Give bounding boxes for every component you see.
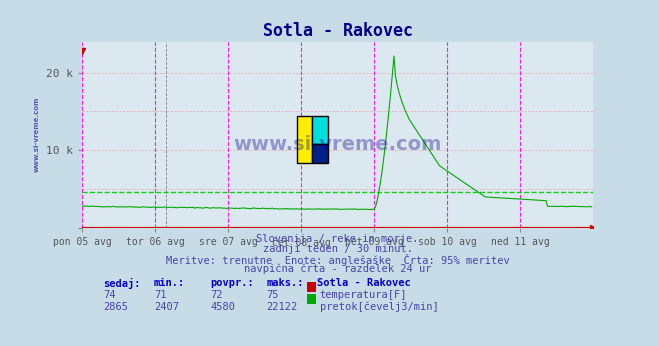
Text: 75: 75 (266, 290, 279, 300)
Text: temperatura[F]: temperatura[F] (320, 290, 407, 300)
Bar (307, 293, 316, 304)
Text: povpr.:: povpr.: (210, 277, 254, 288)
Text: 71: 71 (154, 290, 166, 300)
Text: 2865: 2865 (103, 302, 128, 311)
FancyBboxPatch shape (312, 116, 328, 144)
Text: pretok[čevelj3/min]: pretok[čevelj3/min] (320, 302, 439, 312)
Text: 74: 74 (103, 290, 115, 300)
Text: 4580: 4580 (210, 302, 235, 311)
FancyBboxPatch shape (312, 144, 328, 163)
Text: maks.:: maks.: (266, 277, 304, 288)
FancyBboxPatch shape (297, 116, 312, 163)
Text: Slovenija / reke in morje.: Slovenija / reke in morje. (256, 234, 419, 244)
Text: www.si-vreme.com: www.si-vreme.com (233, 135, 442, 154)
Text: Sotla - Rakovec: Sotla - Rakovec (318, 277, 411, 288)
Text: www.si-vreme.com: www.si-vreme.com (34, 97, 40, 172)
Text: navpična črta - razdelek 24 ur: navpična črta - razdelek 24 ur (244, 263, 432, 274)
Text: min.:: min.: (154, 277, 185, 288)
Text: sedaj:: sedaj: (103, 277, 140, 289)
Text: zadnji teden / 30 minut.: zadnji teden / 30 minut. (263, 244, 413, 254)
Text: 72: 72 (210, 290, 223, 300)
Text: 22122: 22122 (266, 302, 297, 311)
Bar (307, 282, 316, 292)
Text: Meritve: trenutne  Enote: anglešaške  Črta: 95% meritev: Meritve: trenutne Enote: anglešaške Črta… (166, 254, 509, 266)
Text: 2407: 2407 (154, 302, 179, 311)
Title: Sotla - Rakovec: Sotla - Rakovec (263, 22, 413, 40)
